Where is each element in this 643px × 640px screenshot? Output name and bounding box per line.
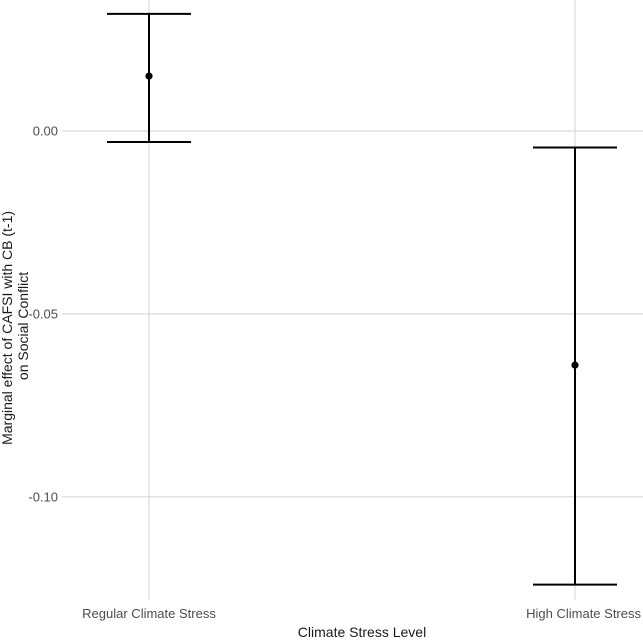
x-tick-label: High Climate Stress xyxy=(526,606,641,621)
y-axis-title-line-1: Marginal effect of CAFSI with CB (t-1) xyxy=(0,211,15,445)
point-estimate-1 xyxy=(145,72,153,80)
y-tick-label: 0.00 xyxy=(33,123,58,138)
y-axis-title-line-2: on Social Conflict xyxy=(15,272,31,380)
chart-marks xyxy=(107,12,617,586)
y-tick-label: -0.10 xyxy=(28,489,58,504)
x-axis-ticks: Regular Climate Stress High Climate Stres… xyxy=(82,606,641,621)
x-axis-title: Climate Stress Level xyxy=(298,624,426,640)
point-estimate-2 xyxy=(571,361,579,369)
y-tick-label: -0.05 xyxy=(28,306,58,321)
y-axis-ticks: 0.00 -0.05 -0.10 xyxy=(28,123,58,504)
x-tick-label: Regular Climate Stress xyxy=(82,606,216,621)
y-axis-title: Marginal effect of CAFSI with CB (t-1) o… xyxy=(0,207,31,445)
